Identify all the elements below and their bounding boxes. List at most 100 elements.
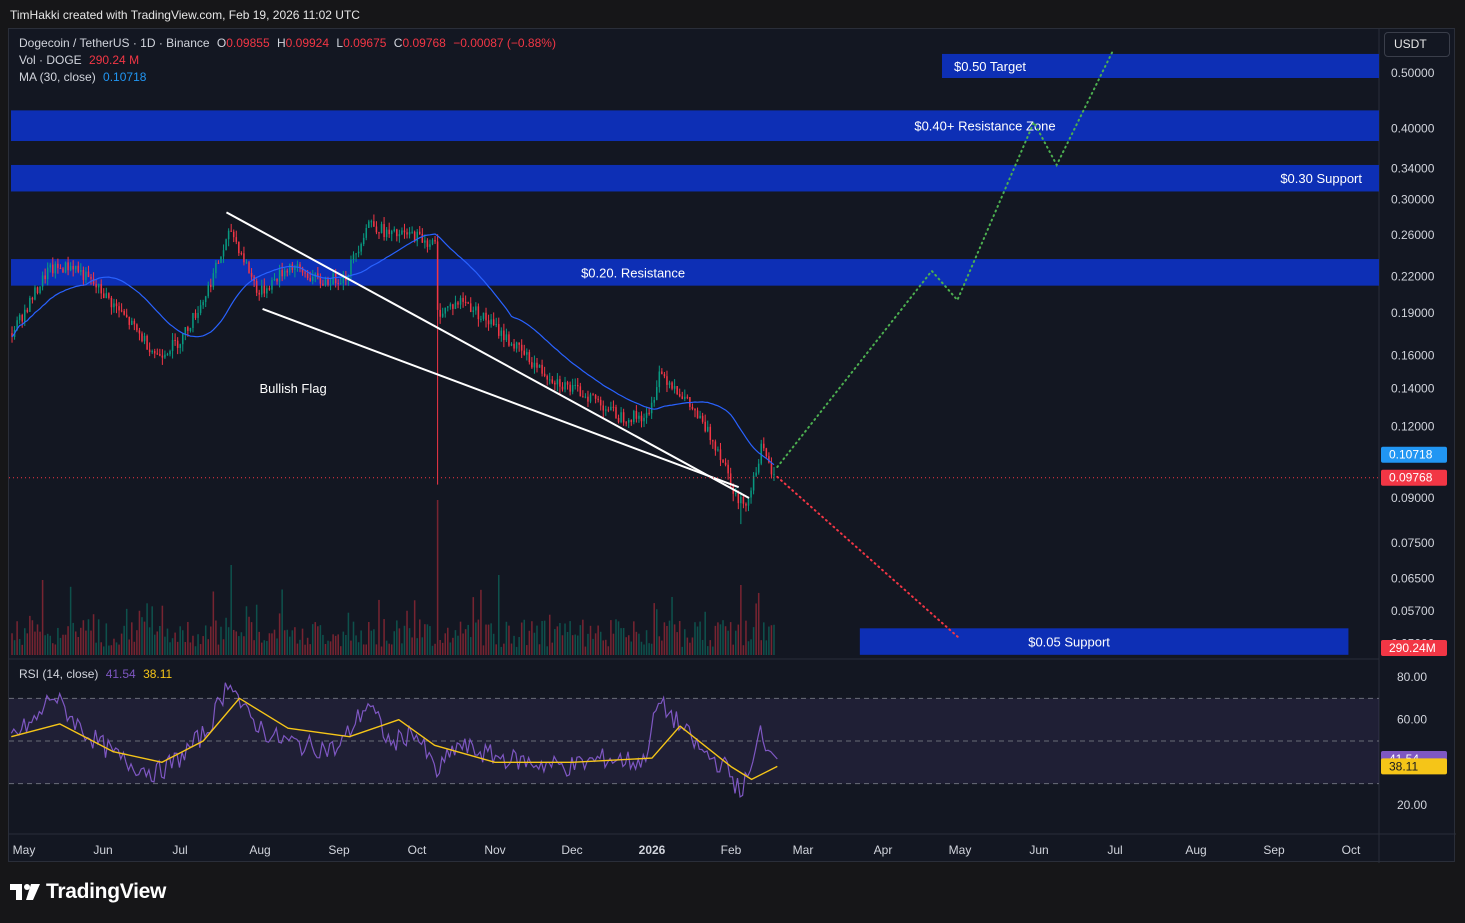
volume-bar — [80, 627, 82, 655]
chart-canvas[interactable]: $0.50 Target $0.40+ Resistance Zone $0.30 … — [9, 29, 1456, 863]
symbol-title[interactable]: Dogecoin / TetherUS · 1D · Binance — [19, 36, 210, 50]
volume-bar — [31, 620, 34, 655]
candle-body — [46, 267, 49, 280]
volume-bar — [276, 638, 278, 655]
volume-bar — [327, 640, 329, 655]
volume-bar — [671, 596, 673, 655]
chart-container[interactable]: $0.50 Target $0.40+ Resistance Zone $0.30 … — [8, 28, 1456, 863]
candle-body — [92, 278, 95, 284]
candle-body — [143, 335, 146, 342]
candle-body — [643, 417, 645, 422]
candle-body — [729, 473, 732, 486]
volume-bar — [235, 631, 238, 655]
zone-box — [11, 110, 1379, 142]
volume-bar — [668, 620, 671, 655]
volume-bar — [85, 630, 87, 655]
candle-body — [431, 240, 434, 245]
volume-bar — [490, 623, 492, 655]
volume-bar — [294, 627, 296, 655]
candle-body — [80, 269, 82, 272]
volume-bar — [82, 620, 85, 655]
candle-body — [640, 415, 643, 422]
volume-bar — [245, 606, 248, 655]
candle-body — [490, 319, 492, 325]
candle-body — [161, 355, 164, 358]
volume-bar — [559, 623, 561, 655]
volume-bar — [182, 630, 184, 655]
ma-label[interactable]: MA (30, close) — [19, 70, 96, 84]
volume-bar — [370, 630, 373, 655]
volume-bar — [755, 603, 757, 655]
volume-bar — [131, 622, 133, 655]
volume-bar — [347, 612, 350, 655]
volume-bar — [355, 635, 357, 655]
volume-bar — [548, 614, 551, 655]
candle-body — [210, 284, 212, 288]
candle-body — [182, 333, 184, 345]
ma-legend: MA (30, close) 0.10718 — [19, 70, 146, 84]
volume-bar — [594, 633, 597, 655]
volume-bar — [564, 623, 566, 655]
volume-bar — [95, 642, 97, 655]
volume-bar — [59, 637, 62, 655]
volume-bar — [378, 599, 380, 655]
candle-body — [113, 303, 115, 308]
volume-bar — [719, 624, 722, 655]
volume-bar — [29, 615, 31, 655]
volume-bar — [105, 623, 108, 655]
volume-bar — [222, 639, 225, 655]
volume-bar — [383, 619, 385, 655]
candle-body — [329, 284, 332, 286]
volume-label[interactable]: Vol · DOGE — [19, 53, 82, 67]
candle-body — [770, 462, 773, 475]
candle-body — [74, 265, 77, 270]
candle-body — [97, 284, 100, 288]
volume-bar — [635, 631, 638, 655]
volume-bar — [617, 621, 620, 655]
volume-value: 290.24 M — [89, 53, 140, 67]
rsi-ma-value: 38.11 — [143, 667, 173, 681]
volume-bar — [599, 631, 602, 655]
candle-body — [434, 240, 436, 242]
volume-bar — [291, 630, 294, 655]
volume-bar — [610, 620, 612, 655]
volume-bar — [429, 626, 431, 655]
candle-body — [681, 396, 684, 399]
candle-body — [526, 352, 528, 355]
candle-body — [309, 278, 311, 281]
volume-bar — [380, 646, 383, 655]
candle-body — [319, 277, 322, 284]
candle-body — [768, 456, 770, 463]
volume-bar — [120, 633, 123, 655]
candle-body — [16, 320, 18, 330]
volume-bar — [52, 643, 54, 655]
candle-body — [390, 231, 393, 235]
candle-body — [105, 293, 108, 299]
high-value: 0.09924 — [285, 36, 330, 50]
volume-bar — [362, 644, 365, 655]
price-tick-label: 0.34000 — [1391, 162, 1435, 176]
volume-badge: 290.24M — [1389, 641, 1436, 655]
candle-body — [294, 267, 296, 270]
candle-body — [648, 412, 650, 414]
low-value: 0.09675 — [343, 36, 387, 50]
zone-label: $0.50 Target — [954, 59, 1026, 74]
volume-bar — [375, 644, 378, 655]
volume-bar — [179, 626, 181, 655]
tradingview-logo[interactable]: TradingView — [10, 880, 166, 904]
candle-body — [724, 462, 727, 465]
candle-body — [245, 262, 248, 264]
volume-bar — [763, 622, 765, 655]
volume-bar — [151, 606, 153, 655]
rsi-label[interactable]: RSI (14, close) — [19, 667, 99, 681]
volume-bar — [266, 640, 268, 655]
volume-bar — [571, 635, 574, 655]
candle-body — [656, 387, 658, 400]
candle-body — [202, 302, 204, 306]
volume-bar — [401, 643, 403, 655]
volume-bar — [184, 642, 187, 655]
time-tick-label: Aug — [249, 843, 270, 857]
candle-body — [429, 244, 431, 247]
volume-bar — [740, 585, 742, 655]
currency-button[interactable]: USDT — [1384, 32, 1450, 57]
